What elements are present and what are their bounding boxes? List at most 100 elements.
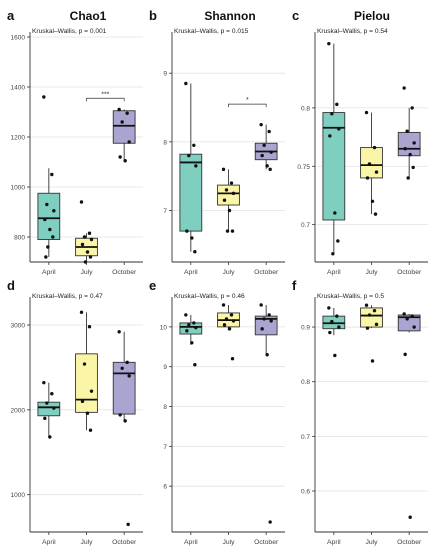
box-april bbox=[37, 192, 61, 240]
data-point bbox=[328, 134, 332, 138]
data-point bbox=[374, 322, 379, 327]
data-point bbox=[184, 81, 188, 86]
data-point bbox=[327, 41, 331, 46]
test-annotation: Kruskal–Wallis, p = 0.54 bbox=[317, 28, 388, 35]
data-point bbox=[187, 153, 191, 158]
y-tick-label: 1600 bbox=[11, 35, 26, 42]
x-tick-label: April bbox=[184, 539, 198, 546]
data-point bbox=[193, 363, 197, 367]
data-point bbox=[118, 155, 122, 159]
data-point bbox=[231, 191, 236, 196]
data-point bbox=[88, 428, 93, 432]
data-point bbox=[127, 374, 131, 378]
x-tick-label: July bbox=[222, 269, 235, 276]
data-point bbox=[79, 200, 84, 204]
significance-label: *** bbox=[101, 91, 109, 98]
data-point bbox=[365, 176, 370, 180]
y-tick-label: 1000 bbox=[11, 185, 26, 192]
data-point bbox=[50, 392, 54, 396]
data-point bbox=[229, 313, 234, 317]
data-point bbox=[184, 313, 188, 317]
box-october bbox=[397, 131, 421, 157]
test-annotation: Kruskal–Wallis, p = 0.46 bbox=[174, 293, 245, 300]
x-tick-label: July bbox=[365, 269, 378, 276]
box-october bbox=[112, 110, 136, 144]
data-point bbox=[87, 231, 92, 235]
data-point bbox=[192, 143, 196, 147]
significance-bracket bbox=[86, 97, 125, 102]
data-point bbox=[123, 419, 127, 423]
data-point bbox=[221, 303, 226, 307]
y-tick-label: 0.8 bbox=[301, 105, 310, 112]
data-point bbox=[269, 150, 273, 154]
data-point bbox=[260, 153, 264, 158]
data-point bbox=[225, 229, 230, 233]
box-april bbox=[179, 153, 203, 232]
significance-label: * bbox=[246, 97, 249, 104]
box-july bbox=[217, 184, 240, 206]
data-point bbox=[80, 242, 85, 247]
data-point bbox=[125, 111, 129, 115]
data-point bbox=[117, 330, 121, 334]
x-tick-label: October bbox=[112, 269, 137, 276]
data-point bbox=[230, 229, 235, 233]
data-point bbox=[403, 147, 407, 151]
data-point bbox=[42, 380, 46, 385]
data-point bbox=[262, 143, 266, 147]
x-tick-label: October bbox=[397, 539, 422, 546]
data-point bbox=[411, 165, 415, 170]
data-point bbox=[259, 122, 263, 127]
data-point bbox=[42, 95, 46, 99]
y-tick-label: 0.75 bbox=[297, 164, 310, 171]
data-point bbox=[374, 170, 379, 174]
box-october bbox=[112, 361, 136, 415]
x-tick-label: July bbox=[365, 539, 378, 546]
y-tick-label: 1400 bbox=[11, 85, 26, 92]
data-point bbox=[230, 357, 235, 361]
data-point bbox=[89, 389, 94, 393]
test-annotation: Kruskal–Wallis, p = 0.47 bbox=[32, 293, 103, 300]
y-tick-label: 3000 bbox=[11, 322, 26, 329]
data-point bbox=[405, 317, 409, 321]
x-tick-label: July bbox=[80, 539, 93, 546]
y-tick-label: 0.8 bbox=[301, 379, 310, 386]
data-point bbox=[125, 360, 129, 365]
data-point bbox=[222, 323, 227, 327]
y-tick-label: 0.9 bbox=[301, 325, 310, 332]
box-july bbox=[360, 307, 383, 328]
y-tick-label: 9 bbox=[163, 364, 167, 371]
data-point bbox=[118, 413, 122, 417]
panel-letter: b bbox=[149, 8, 157, 23]
x-tick-label: October bbox=[254, 269, 279, 276]
data-point bbox=[89, 237, 94, 242]
panel-letter: d bbox=[7, 278, 15, 293]
panel-title: Pielou bbox=[354, 9, 390, 23]
data-point bbox=[335, 314, 339, 318]
data-point bbox=[227, 327, 232, 331]
data-point bbox=[48, 435, 52, 439]
data-point bbox=[370, 199, 375, 203]
data-point bbox=[268, 167, 272, 172]
data-point bbox=[120, 120, 124, 124]
box-july bbox=[360, 147, 383, 179]
data-point bbox=[367, 313, 372, 317]
data-point bbox=[44, 255, 48, 259]
data-point bbox=[330, 112, 334, 116]
box-april bbox=[37, 401, 61, 417]
data-point bbox=[265, 353, 269, 357]
x-tick-label: October bbox=[112, 539, 137, 546]
data-point bbox=[372, 145, 377, 150]
box-july bbox=[75, 353, 98, 413]
panel-title: Chao1 bbox=[70, 9, 107, 23]
data-point bbox=[224, 317, 229, 321]
y-tick-label: 7 bbox=[163, 208, 167, 215]
data-point bbox=[331, 252, 335, 256]
data-point bbox=[80, 399, 85, 404]
x-tick-label: April bbox=[42, 269, 56, 276]
x-tick-label: April bbox=[184, 269, 198, 276]
panel-letter: a bbox=[7, 8, 15, 23]
panel-title: Shannon bbox=[204, 9, 255, 23]
panel-f: 0.6 0.7 0.8 0.9 April July October Kruskal–Wall… bbox=[292, 278, 428, 546]
data-point bbox=[403, 352, 407, 357]
test-annotation: Kruskal–Wallis, p = 0.5 bbox=[317, 293, 384, 300]
